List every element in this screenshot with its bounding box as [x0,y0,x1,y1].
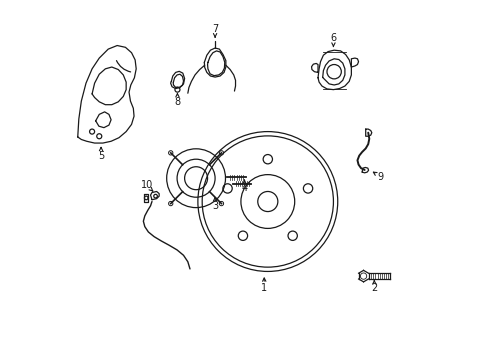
Text: 8: 8 [174,97,180,107]
Text: 10: 10 [141,180,153,190]
Text: 1: 1 [261,283,267,293]
Text: 6: 6 [330,33,336,43]
Text: 2: 2 [370,283,377,293]
Text: 9: 9 [376,172,382,182]
Text: 4: 4 [241,183,247,193]
Text: 5: 5 [98,150,104,161]
Text: 3: 3 [212,201,218,211]
Text: 7: 7 [211,24,218,35]
